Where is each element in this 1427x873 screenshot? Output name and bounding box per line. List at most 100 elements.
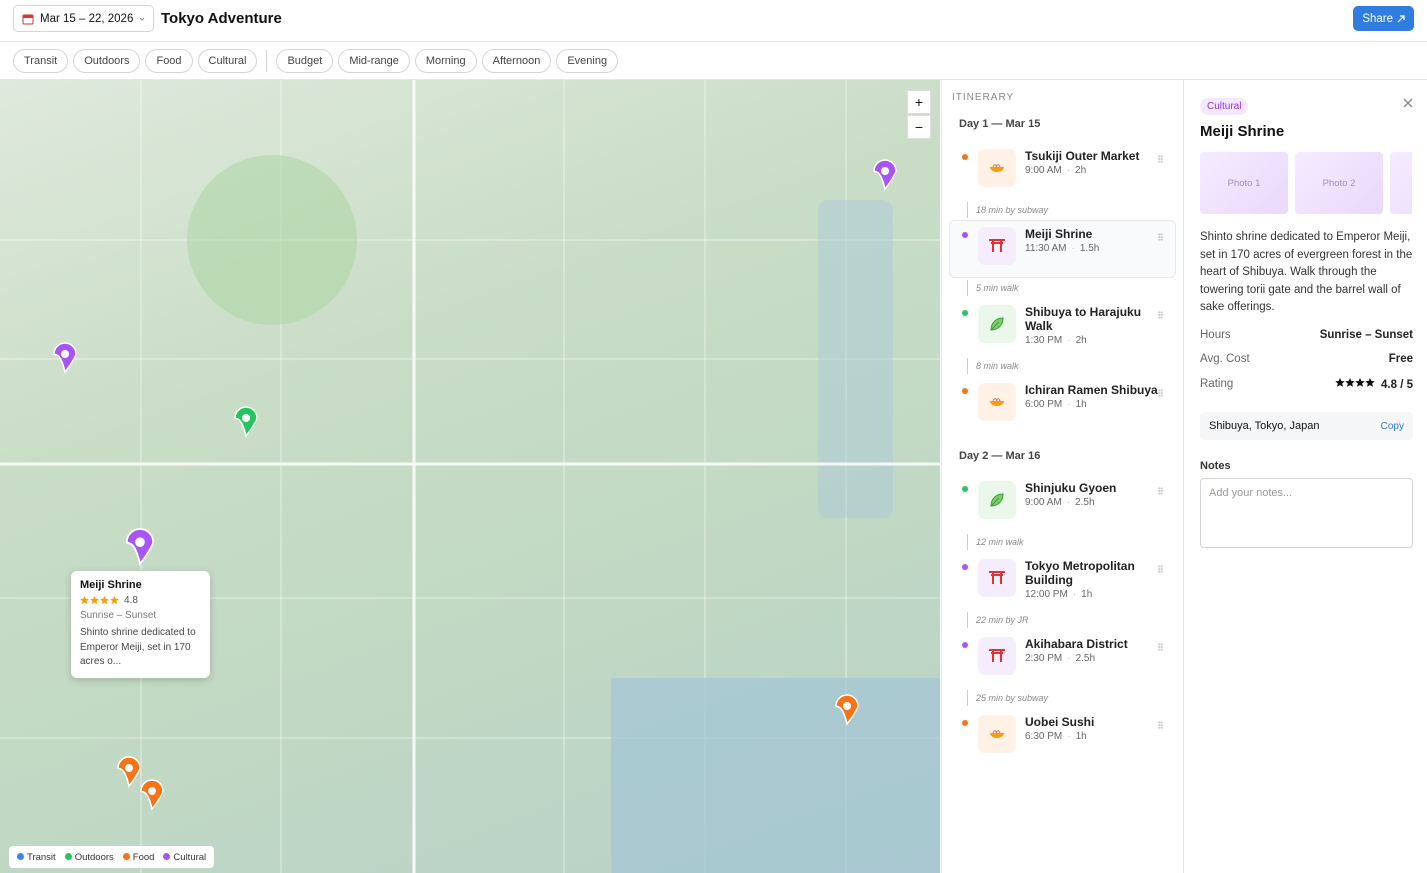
map-pin[interactable] <box>234 406 258 438</box>
pin-center <box>148 787 156 795</box>
itinerary-stop[interactable]: Tokyo Metropolitan Building 12:00 PM · 1h <box>949 552 1176 610</box>
close-button[interactable] <box>1403 98 1413 108</box>
popup-description: Shinto shrine dedicated to Emperor Meiji… <box>80 627 196 667</box>
stop-duration: 1.5h <box>1079 243 1100 254</box>
stop-text: Shibuya to Harajuku Walk 1:30 PM · 2h <box>1025 305 1167 349</box>
pin-center <box>135 537 145 547</box>
zoom-in[interactable]: + <box>907 90 931 114</box>
itinerary-stop[interactable]: Akihabara District 2:30 PM · 2.5h <box>949 630 1176 688</box>
legend-dot <box>163 852 171 860</box>
stop-icon <box>978 715 1016 753</box>
legend-item: Outdoors <box>64 852 114 863</box>
share-button[interactable]: Share <box>1353 6 1414 31</box>
stop-meta: 12:00 PM · 1h <box>1025 589 1167 600</box>
category-dot <box>962 642 968 648</box>
notes-input[interactable]: Add your notes... <box>1200 478 1413 548</box>
stars <box>1335 377 1375 387</box>
drag-handle[interactable] <box>1158 155 1163 163</box>
filter-chip[interactable]: Afternoon <box>481 48 552 73</box>
drag-handle[interactable] <box>1158 643 1163 651</box>
fact-label: Rating <box>1200 377 1234 390</box>
legend-label: Transit <box>27 851 56 863</box>
stop-icon <box>978 149 1016 187</box>
itinerary-stop[interactable]: Shinjuku Gyoen 9:00 AM · 2.5h <box>949 474 1176 532</box>
stop-meta: 9:00 AM · 2.5h <box>1025 497 1116 508</box>
pin-center <box>843 702 851 710</box>
fact-row: Hours Sunrise – Sunset <box>1200 329 1413 354</box>
category-tag: Cultural <box>1200 98 1249 115</box>
filter-chip[interactable]: Food <box>145 48 193 73</box>
filter-chip[interactable]: Budget <box>276 48 334 73</box>
fact-label: Avg. Cost <box>1200 353 1250 365</box>
icon-glyph <box>990 317 1004 331</box>
chevron <box>139 17 145 21</box>
legend-item: Cultural <box>163 852 206 863</box>
pin-center <box>125 764 133 772</box>
stop-time: 1:30 PM <box>1025 335 1063 346</box>
legend-label: Food <box>132 851 155 863</box>
zoom-out[interactable]: − <box>907 115 931 139</box>
calendar-icon <box>22 14 34 24</box>
detail-panel: Cultural Meiji Shrine Photo 1 Photo 2 Shi… <box>1185 80 1427 873</box>
stop-icon <box>978 227 1016 265</box>
drag-handle[interactable] <box>1158 311 1163 319</box>
share-label: Share <box>1362 12 1393 25</box>
stop-name: Akihabara District <box>1025 637 1128 651</box>
stop-text: Shinjuku Gyoen 9:00 AM · 2.5h <box>1025 481 1116 525</box>
stop-name: Tsukiji Outer Market <box>1025 149 1140 163</box>
stop-text: Tokyo Metropolitan Building 12:00 PM · 1h <box>1025 559 1167 603</box>
drag-handle[interactable] <box>1158 389 1163 397</box>
legend-dot <box>122 852 130 860</box>
itinerary-stop[interactable]: Ichiran Ramen Shibuya 6:00 PM · 1h <box>949 376 1176 434</box>
category-dot <box>962 486 968 492</box>
map-pin[interactable] <box>835 694 859 726</box>
icon-glyph <box>990 730 1004 738</box>
category-dot <box>962 564 968 570</box>
fact-row: Rating 4.8 / 5 <box>1200 377 1413 403</box>
stop-duration: 1h <box>1081 589 1093 600</box>
icon-glyph <box>989 571 1005 584</box>
map-pin[interactable] <box>53 342 77 374</box>
detail-title: Meiji Shrine <box>1200 123 1285 140</box>
separator-dot: · <box>1067 399 1071 410</box>
drag-handle[interactable] <box>1158 233 1163 241</box>
popup-title: Meiji Shrine <box>80 579 142 591</box>
itinerary-stop[interactable]: Uobei Sushi 6:30 PM · 1h <box>949 708 1176 766</box>
itinerary-stop[interactable]: Shibuya to Harajuku Walk 1:30 PM · 2h <box>949 298 1176 356</box>
stop-time: 9:00 AM <box>1025 497 1062 508</box>
map-pin[interactable] <box>117 756 141 788</box>
photo <box>1390 152 1412 214</box>
filter-chip[interactable]: Evening <box>556 48 619 73</box>
fact-value-wrap: 4.8 / 5 <box>1335 377 1413 403</box>
fact-row: Avg. Cost Free <box>1200 353 1413 378</box>
filter-chip[interactable]: Outdoors <box>73 48 141 73</box>
stop-icon <box>978 383 1016 421</box>
pin-center <box>61 350 69 358</box>
copy-button[interactable]: Copy <box>1380 420 1404 432</box>
category-dot <box>962 310 968 316</box>
map-pin[interactable] <box>140 779 164 811</box>
category-dot <box>962 720 968 726</box>
popup-rating: 4.8 <box>124 595 138 606</box>
itinerary-stop[interactable]: Meiji Shrine 11:30 AM · 1.5h <box>949 220 1176 278</box>
filter-chip[interactable]: Morning <box>414 48 477 73</box>
map-pin[interactable] <box>873 159 897 191</box>
filter-chip[interactable]: Mid-range <box>338 48 410 73</box>
legend-item: Food <box>122 851 155 863</box>
filter-chip[interactable]: Transit <box>13 48 69 73</box>
travel-time: 18 min by subway <box>967 202 1176 218</box>
map-pin[interactable] <box>125 528 155 566</box>
drag-handle[interactable] <box>1158 487 1163 495</box>
date-picker[interactable]: Mar 15 – 22, 2026 <box>13 5 155 32</box>
photo: Photo 1 <box>1200 152 1288 214</box>
itinerary-stop[interactable]: Tsukiji Outer Market 9:00 AM · 2h <box>949 142 1176 200</box>
filter-chip[interactable]: Cultural <box>197 48 258 73</box>
pin-center <box>881 167 889 175</box>
drag-handle[interactable] <box>1158 721 1163 729</box>
drag-handle[interactable] <box>1158 565 1163 573</box>
icon-glyph <box>989 239 1005 252</box>
separator-dot: · <box>1067 653 1071 664</box>
stop-text: Tsukiji Outer Market 9:00 AM · 2h <box>1025 149 1139 193</box>
stars <box>80 596 119 605</box>
